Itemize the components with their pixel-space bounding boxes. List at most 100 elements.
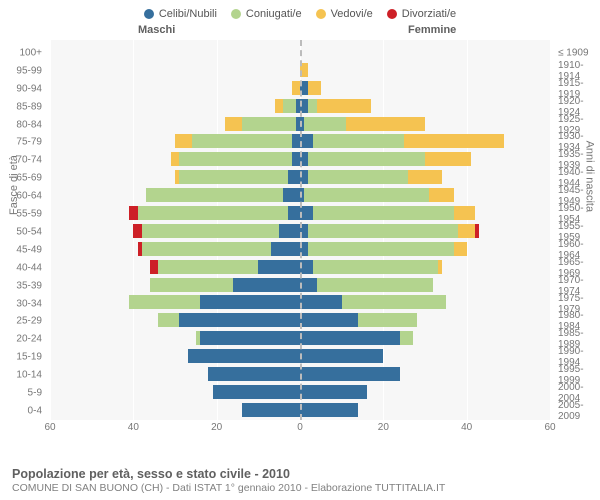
- bar-segment: [271, 242, 300, 256]
- bar-segment: [308, 152, 425, 166]
- female-bar: [300, 331, 413, 345]
- age-label: 75-79: [16, 137, 42, 148]
- legend-label: Divorziati/e: [402, 8, 456, 20]
- bar-segment: [308, 99, 316, 113]
- age-label: 90-94: [16, 83, 42, 94]
- bar-segment: [313, 206, 455, 220]
- female-bar: [300, 224, 479, 238]
- bar-segment: [404, 134, 504, 148]
- female-bar: [300, 206, 475, 220]
- bar-segment: [408, 170, 441, 184]
- x-tick: 20: [211, 422, 222, 433]
- legend-swatch: [231, 9, 241, 19]
- bar-segment: [454, 206, 475, 220]
- bar-segment: [313, 260, 438, 274]
- bar-segment: [313, 134, 405, 148]
- male-bar: [146, 188, 300, 202]
- age-label: 40-44: [16, 262, 42, 273]
- bar-segment: [346, 117, 425, 131]
- legend-item: Vedovi/e: [316, 8, 373, 20]
- bar-segment: [308, 224, 458, 238]
- bar-segment: [458, 224, 475, 238]
- bar-segment: [288, 170, 301, 184]
- age-label: 65-69: [16, 173, 42, 184]
- bar-segment: [150, 278, 233, 292]
- legend-label: Celibi/Nubili: [159, 8, 217, 20]
- female-bar: [300, 349, 383, 363]
- bar-segment: [208, 367, 300, 381]
- bar-segment: [300, 367, 400, 381]
- bar-segment: [279, 224, 300, 238]
- bar-segment: [142, 242, 271, 256]
- bar-segment: [292, 81, 300, 95]
- male-header: Maschi: [138, 24, 175, 36]
- age-label: 80-84: [16, 119, 42, 130]
- bar-segment: [179, 152, 292, 166]
- male-bar: [133, 224, 300, 238]
- bar-segment: [188, 349, 301, 363]
- male-bar: [129, 206, 300, 220]
- legend-item: Coniugati/e: [231, 8, 302, 20]
- age-label: 10-14: [16, 370, 42, 381]
- male-bar: [158, 313, 300, 327]
- bar-segment: [358, 313, 416, 327]
- female-bar: [300, 134, 504, 148]
- bar-segment: [146, 188, 284, 202]
- age-label: 0-4: [28, 405, 42, 416]
- x-axis: 6040200204060: [50, 420, 550, 438]
- bar-segment: [133, 224, 141, 238]
- age-label: 50-54: [16, 226, 42, 237]
- male-bar: [138, 242, 300, 256]
- chart-title: Popolazione per età, sesso e stato civil…: [12, 467, 445, 481]
- bar-segment: [308, 81, 321, 95]
- legend-label: Vedovi/e: [331, 8, 373, 20]
- bar-segment: [300, 313, 358, 327]
- male-bar: [196, 331, 300, 345]
- bar-segment: [454, 242, 467, 256]
- bar-segment: [300, 295, 342, 309]
- bar-segment: [429, 188, 454, 202]
- bar-segment: [283, 188, 300, 202]
- legend-item: Celibi/Nubili: [144, 8, 217, 20]
- x-tick: 20: [378, 422, 389, 433]
- age-label: 20-24: [16, 334, 42, 345]
- bar-segment: [317, 278, 434, 292]
- male-bar: [175, 170, 300, 184]
- bar-segment: [300, 278, 317, 292]
- birth-label: ≤ 1909: [558, 47, 589, 58]
- age-label: 30-34: [16, 298, 42, 309]
- female-bar: [300, 170, 442, 184]
- bar-segment: [233, 278, 300, 292]
- bar-segment: [225, 117, 242, 131]
- legend-item: Divorziati/e: [387, 8, 456, 20]
- x-tick: 40: [461, 422, 472, 433]
- y-axis-left: 100+95-9990-9485-8980-8475-7970-7465-696…: [0, 40, 48, 420]
- male-bar: [188, 349, 301, 363]
- age-label: 25-29: [16, 316, 42, 327]
- bar-segment: [304, 188, 429, 202]
- bar-segment: [200, 295, 300, 309]
- age-label: 70-74: [16, 155, 42, 166]
- male-bar: [292, 81, 300, 95]
- bar-segment: [438, 260, 442, 274]
- female-bar: [300, 403, 358, 417]
- bar-segment: [258, 260, 300, 274]
- bar-segment: [192, 134, 292, 148]
- bar-segment: [129, 295, 200, 309]
- bar-segment: [142, 224, 280, 238]
- bar-segment: [175, 134, 192, 148]
- age-label: 15-19: [16, 352, 42, 363]
- x-tick: 60: [44, 422, 55, 433]
- bar-segment: [129, 206, 137, 220]
- female-bar: [300, 117, 425, 131]
- bar-segment: [292, 134, 300, 148]
- plot-area: [50, 40, 550, 420]
- bar-segment: [150, 260, 158, 274]
- bar-segment: [138, 206, 288, 220]
- male-bar: [242, 403, 300, 417]
- y-axis-right: ≤ 19091910-19141915-19191920-19241925-19…: [552, 40, 600, 420]
- bar-segment: [242, 117, 296, 131]
- bar-segment: [308, 242, 454, 256]
- female-bar: [300, 152, 471, 166]
- bar-segment: [242, 403, 300, 417]
